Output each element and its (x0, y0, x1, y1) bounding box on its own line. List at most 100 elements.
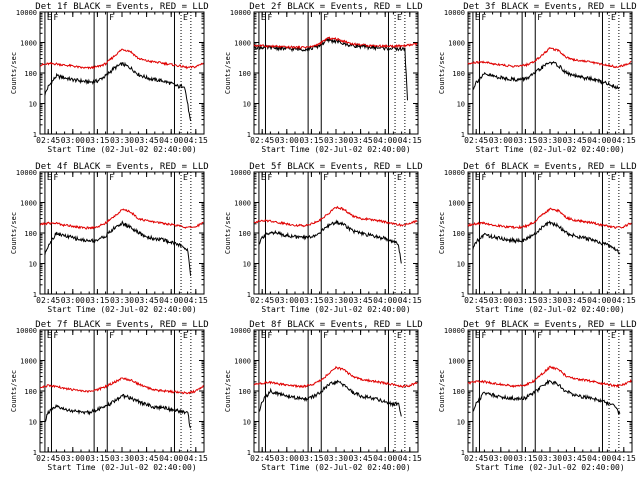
y-tick-label: 10000 (444, 9, 465, 17)
interval-marker-label: E (261, 173, 266, 182)
x-tick-label: 03:30 (538, 296, 562, 305)
y-axis-label: Counts/sec (438, 212, 446, 254)
interval-marker-label: E (47, 331, 52, 340)
series-events-line (44, 61, 192, 122)
y-tick-label: 1 (33, 449, 37, 457)
x-tick-label: 03:30 (538, 454, 562, 463)
x-tick-label: 03:45 (135, 296, 159, 305)
y-axis-label: Counts/sec (224, 52, 232, 94)
x-tick-label: 03:00 (61, 296, 85, 305)
x-tick-label: 02:45 (464, 136, 488, 145)
interval-marker-label: F (481, 13, 486, 22)
y-axis-label: Counts/sec (224, 212, 232, 254)
x-tick-label: 03:15 (299, 136, 323, 145)
y-tick-label: 1000 (448, 40, 465, 48)
panel-det-9f: Det 9f BLACK = Events, RED = LLD 1 10 100 10… (438, 320, 637, 472)
y-tick-label: 1000 (448, 358, 465, 366)
y-tick-label: 100 (452, 230, 465, 238)
y-axis-label: Counts/sec (438, 52, 446, 94)
x-tick-label: 03:15 (299, 454, 323, 463)
plot-frame (39, 329, 205, 453)
y-tick-label: 10 (29, 101, 37, 109)
panel-det-7f: Det 7f BLACK = Events, RED = LLD 1 10 100 10… (10, 320, 209, 472)
panel-det-1f: Det 1f BLACK = Events, RED = LLD 1 10 100 10… (10, 2, 209, 154)
interval-marker-label: F (53, 173, 58, 182)
x-tick-label: 02:45 (36, 296, 60, 305)
x-axis-label: Start Time (02-Jul-02 02:40:00) (475, 145, 624, 154)
x-tick-label: 02:45 (250, 454, 274, 463)
series-events-line (258, 219, 402, 264)
y-tick-label: 1000 (234, 200, 251, 208)
x-tick-label: 03:30 (110, 296, 134, 305)
x-tick-label: 03:15 (299, 296, 323, 305)
x-axis-label: Start Time (02-Jul-02 02:40:00) (261, 463, 410, 472)
y-tick-label: 10 (243, 261, 251, 269)
interval-marker-label: F (267, 331, 272, 340)
interval-marker-label: E (475, 173, 480, 182)
x-tick-label: 02:45 (464, 296, 488, 305)
plot-frame (467, 171, 633, 295)
y-tick-label: 100 (24, 230, 37, 238)
x-tick-label: 03:00 (61, 454, 85, 463)
x-tick-label: 03:00 (275, 454, 299, 463)
interval-marker-label: F (481, 331, 486, 340)
y-axis-label: Counts/sec (10, 370, 18, 412)
y-tick-label: 1 (461, 291, 465, 299)
x-tick-label: 03:45 (349, 296, 373, 305)
panel-det-2f: Det 2f BLACK = Events, RED = LLD 1 10 100 10… (224, 2, 423, 154)
x-tick-label: 04:15 (184, 454, 208, 463)
y-tick-label: 10000 (230, 169, 251, 177)
x-tick-label: 03:30 (538, 136, 562, 145)
x-tick-label: 03:00 (489, 454, 513, 463)
x-tick-label: 02:45 (36, 454, 60, 463)
x-tick-label: 02:45 (250, 296, 274, 305)
interval-marker-label: E (183, 173, 188, 182)
interval-marker-label: F (537, 13, 542, 22)
x-tick-label: 04:00 (159, 454, 183, 463)
x-tick-label: 03:30 (110, 136, 134, 145)
y-tick-label: 1000 (234, 358, 251, 366)
panel-title: Det 9f BLACK = Events, RED = LLD (463, 320, 636, 330)
y-axis-label: Counts/sec (10, 52, 18, 94)
x-axis-label: Start Time (02-Jul-02 02:40:00) (261, 145, 410, 154)
interval-marker-label: F (53, 331, 58, 340)
series-lld-line (253, 365, 418, 389)
interval-marker-label: F (267, 13, 272, 22)
x-tick-label: 03:15 (513, 296, 537, 305)
panel-title: Det 1f BLACK = Events, RED = LLD (35, 2, 208, 12)
x-tick-label: 03:45 (349, 136, 373, 145)
x-axis-label: Start Time (02-Jul-02 02:40:00) (47, 463, 196, 472)
y-tick-label: 1 (247, 449, 251, 457)
panel-title: Det 3f BLACK = Events, RED = LLD (463, 2, 636, 12)
series-lld-line (467, 47, 632, 69)
series-events-line (44, 220, 192, 276)
x-tick-label: 04:00 (373, 296, 397, 305)
x-tick-label: 02:45 (250, 136, 274, 145)
panel-det-3f: Det 3f BLACK = Events, RED = LLD 1 10 100 10… (438, 2, 637, 154)
x-tick-label: 04:00 (159, 136, 183, 145)
x-tick-label: 04:15 (398, 136, 422, 145)
series-lld-line (467, 365, 632, 389)
x-tick-label: 04:15 (184, 136, 208, 145)
y-tick-label: 1000 (20, 200, 37, 208)
x-tick-label: 03:00 (61, 136, 85, 145)
y-tick-label: 1 (247, 291, 251, 299)
x-tick-label: 04:15 (612, 296, 636, 305)
x-tick-label: 04:15 (184, 296, 208, 305)
panel-det-6f: Det 6f BLACK = Events, RED = LLD 1 10 100 10… (438, 162, 637, 314)
plot-frame (467, 11, 633, 135)
interval-marker-label: F (53, 13, 58, 22)
interval-marker-label: F (323, 331, 328, 340)
series-events-line (258, 379, 402, 417)
x-tick-label: 03:00 (275, 296, 299, 305)
panel-title: Det 7f BLACK = Events, RED = LLD (35, 320, 208, 330)
y-tick-label: 10 (457, 419, 465, 427)
x-tick-label: 03:15 (513, 454, 537, 463)
y-tick-label: 10000 (230, 327, 251, 335)
interval-marker-label: E (183, 13, 188, 22)
x-axis-label: Start Time (02-Jul-02 02:40:00) (47, 145, 196, 154)
x-tick-label: 04:00 (587, 136, 611, 145)
x-tick-label: 02:45 (36, 136, 60, 145)
y-tick-label: 1000 (20, 40, 37, 48)
